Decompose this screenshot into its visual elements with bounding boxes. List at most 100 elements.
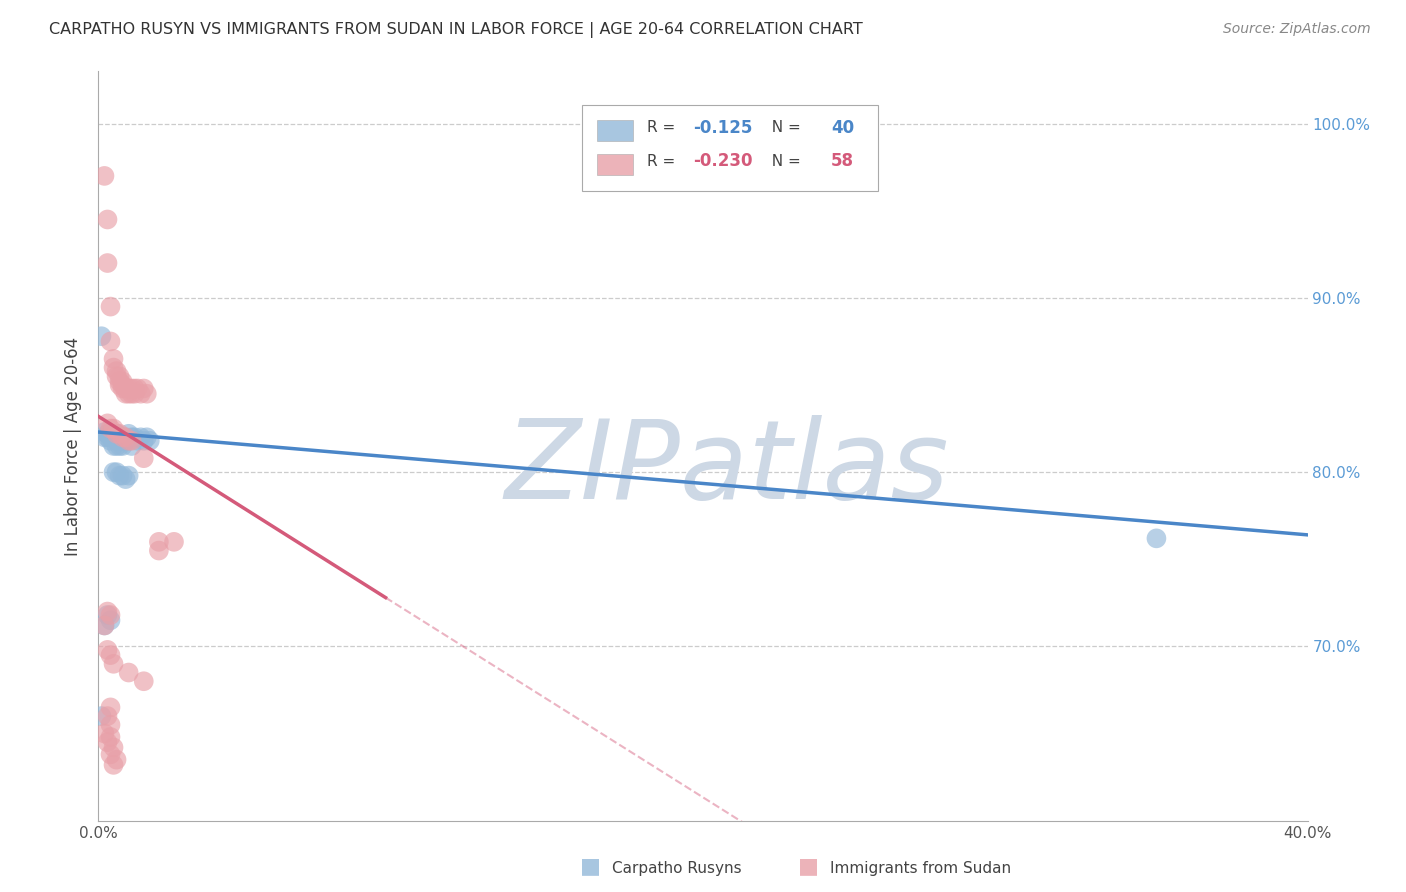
Point <box>100 300 122 314</box>
Point <box>103 360 125 375</box>
Point <box>118 386 141 401</box>
Bar <box>596 153 633 175</box>
Text: CARPATHO RUSYN VS IMMIGRANTS FROM SUDAN IN LABOR FORCE | AGE 20-64 CORRELATION C: CARPATHO RUSYN VS IMMIGRANTS FROM SUDAN … <box>49 22 863 38</box>
Point <box>118 434 141 448</box>
Point <box>96 430 118 444</box>
Point <box>105 426 128 441</box>
Point <box>108 378 131 392</box>
Point <box>93 430 115 444</box>
Point <box>129 386 152 401</box>
Point <box>111 382 134 396</box>
Point <box>105 369 128 384</box>
Point <box>100 747 122 762</box>
Point <box>124 386 146 401</box>
Point <box>105 465 128 479</box>
Text: ■: ■ <box>581 856 600 876</box>
Point <box>100 430 122 444</box>
Point <box>111 439 134 453</box>
Point <box>93 618 115 632</box>
Text: N =: N = <box>762 120 806 135</box>
Point <box>111 468 134 483</box>
Point <box>114 472 136 486</box>
Point <box>100 607 122 622</box>
Point <box>93 425 115 439</box>
Point <box>121 430 143 444</box>
Point <box>132 451 155 466</box>
Point <box>135 386 157 401</box>
Point <box>100 648 122 662</box>
Point <box>127 382 149 396</box>
Point <box>108 434 131 448</box>
Point <box>121 386 143 401</box>
Point <box>96 212 118 227</box>
Text: ■: ■ <box>799 856 818 876</box>
Point <box>103 430 125 444</box>
Point <box>105 364 128 378</box>
Point <box>103 757 125 772</box>
Point <box>108 426 131 441</box>
Point <box>108 439 131 453</box>
Bar <box>582 105 879 191</box>
Point <box>90 709 112 723</box>
Point <box>103 740 125 755</box>
Point <box>96 607 118 622</box>
Point <box>96 256 118 270</box>
Point <box>135 430 157 444</box>
Y-axis label: In Labor Force | Age 20-64: In Labor Force | Age 20-64 <box>65 336 83 556</box>
Point <box>132 382 155 396</box>
Point <box>118 468 141 483</box>
Text: R =: R = <box>647 120 681 135</box>
Point <box>118 426 141 441</box>
Point <box>163 534 186 549</box>
Point <box>100 434 122 448</box>
Point <box>103 465 125 479</box>
Point <box>111 375 134 389</box>
Point <box>108 468 131 483</box>
Point <box>96 735 118 749</box>
Point <box>114 430 136 444</box>
Text: Source: ZipAtlas.com: Source: ZipAtlas.com <box>1223 22 1371 37</box>
Point <box>148 543 170 558</box>
Point <box>100 700 122 714</box>
Point <box>111 378 134 392</box>
Point <box>100 334 122 349</box>
Point <box>114 382 136 396</box>
Point <box>127 434 149 448</box>
Point <box>124 430 146 444</box>
Point <box>1144 532 1167 546</box>
Point <box>148 534 170 549</box>
Text: N =: N = <box>762 153 806 169</box>
Point <box>129 430 152 444</box>
Point <box>114 430 136 444</box>
Point <box>108 430 131 444</box>
Point <box>93 726 115 740</box>
Point <box>90 329 112 343</box>
Point <box>103 421 125 435</box>
Point <box>118 665 141 680</box>
Point <box>139 434 162 448</box>
Text: 40: 40 <box>831 119 855 136</box>
Text: ZIPatlas: ZIPatlas <box>505 415 949 522</box>
Text: -0.125: -0.125 <box>693 119 752 136</box>
Point <box>118 434 141 448</box>
Point <box>114 434 136 448</box>
Point <box>96 426 118 441</box>
Point <box>121 382 143 396</box>
Point <box>121 434 143 448</box>
Point <box>93 169 115 183</box>
Point <box>124 382 146 396</box>
Point <box>105 439 128 453</box>
Point <box>100 613 122 627</box>
Point <box>121 439 143 453</box>
Text: -0.230: -0.230 <box>693 153 752 170</box>
Point <box>100 421 122 435</box>
Point <box>111 434 134 448</box>
Point <box>93 618 115 632</box>
Point <box>96 709 118 723</box>
Text: Carpatho Rusyns: Carpatho Rusyns <box>612 861 741 876</box>
Bar <box>596 120 633 141</box>
Point <box>96 605 118 619</box>
Point <box>118 382 141 396</box>
Point <box>111 430 134 444</box>
Point <box>105 426 128 441</box>
